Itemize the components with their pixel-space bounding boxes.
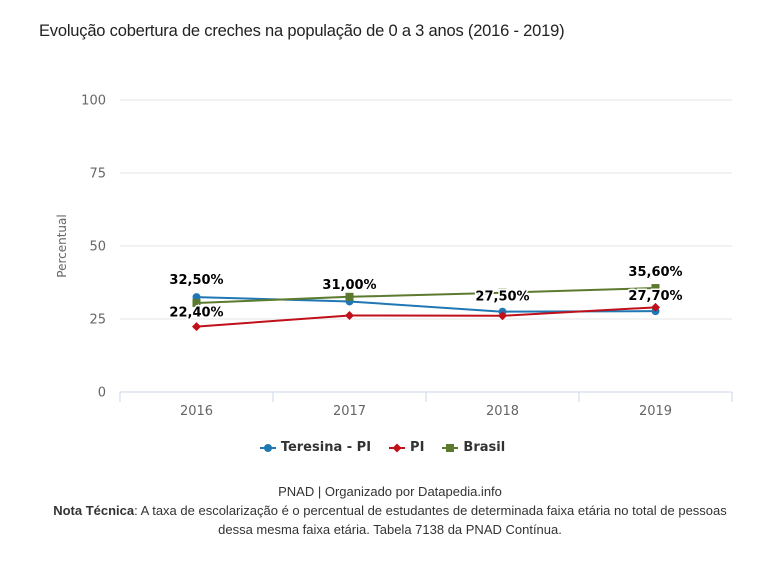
data-label: 35,60% [628,265,682,280]
data-labels: 32,50% 31,00% 27,50% 27,70% 22,40% 35,60% [168,264,684,323]
series-markers [192,284,660,332]
x-tick-label: 2018 [486,404,519,419]
data-point [498,311,507,321]
data-point [446,443,455,452]
legend: Teresina - PI PI Brasil [0,440,765,457]
series-line-pi [196,306,656,328]
data-label: 22,40% [169,306,223,321]
data-point [192,298,201,307]
data-label: 27,50% [475,290,529,305]
x-tick-label: 2016 [180,404,213,419]
footer: PNAD | Organizado por Datapedia.info Not… [40,482,740,539]
diamond-marker-icon [389,443,406,452]
circle-marker-icon [259,443,276,452]
x-tick-label: 2019 [639,404,672,419]
note-text: : A taxa de escolarização é o percentual… [134,503,727,537]
legend-label: Teresina - PI [280,440,372,455]
y-axis-label: Percentual [55,214,69,277]
legend-label: Brasil [463,440,506,455]
chart-title: Evolução cobertura de creches na populaç… [39,22,565,40]
data-label: 31,00% [322,278,376,293]
data-point [651,284,660,293]
line-chart: 0 25 50 75 100 2016 2017 2018 2019 Percentual 32,… [55,94,733,419]
data-point [192,322,201,332]
square-marker-icon [442,443,459,452]
technical-note: Nota Técnica: A taxa de escolarização é … [40,501,740,539]
data-point [651,302,660,312]
axes: 0 25 50 75 100 2016 2017 2018 2019 Percentual [55,94,733,419]
gridlines [120,99,732,320]
data-point [345,292,354,301]
legend-item-teresina-pi[interactable]: Teresina - PI [259,440,372,455]
source-text: PNAD | Organizado por Datapedia.info [278,484,502,499]
data-point [263,443,272,452]
series-line-brasil [196,287,656,304]
data-label: 32,50% [169,273,223,288]
data-label: 27,70% [628,289,682,304]
series-lines [196,287,656,328]
legend-label: PI [410,440,425,455]
y-tick-label: 25 [89,313,106,328]
data-point [392,443,402,452]
y-tick-label: 75 [89,167,106,182]
legend-item-brasil[interactable]: Brasil [442,440,505,455]
note-label: Nota Técnica [53,503,135,518]
x-tick-label: 2017 [333,404,366,419]
data-point [345,310,354,320]
data-point [498,288,507,297]
y-tick-label: 0 [98,386,106,401]
y-tick-label: 100 [81,94,106,109]
y-tick-label: 50 [89,240,106,255]
legend-item-pi[interactable]: PI [389,440,424,455]
